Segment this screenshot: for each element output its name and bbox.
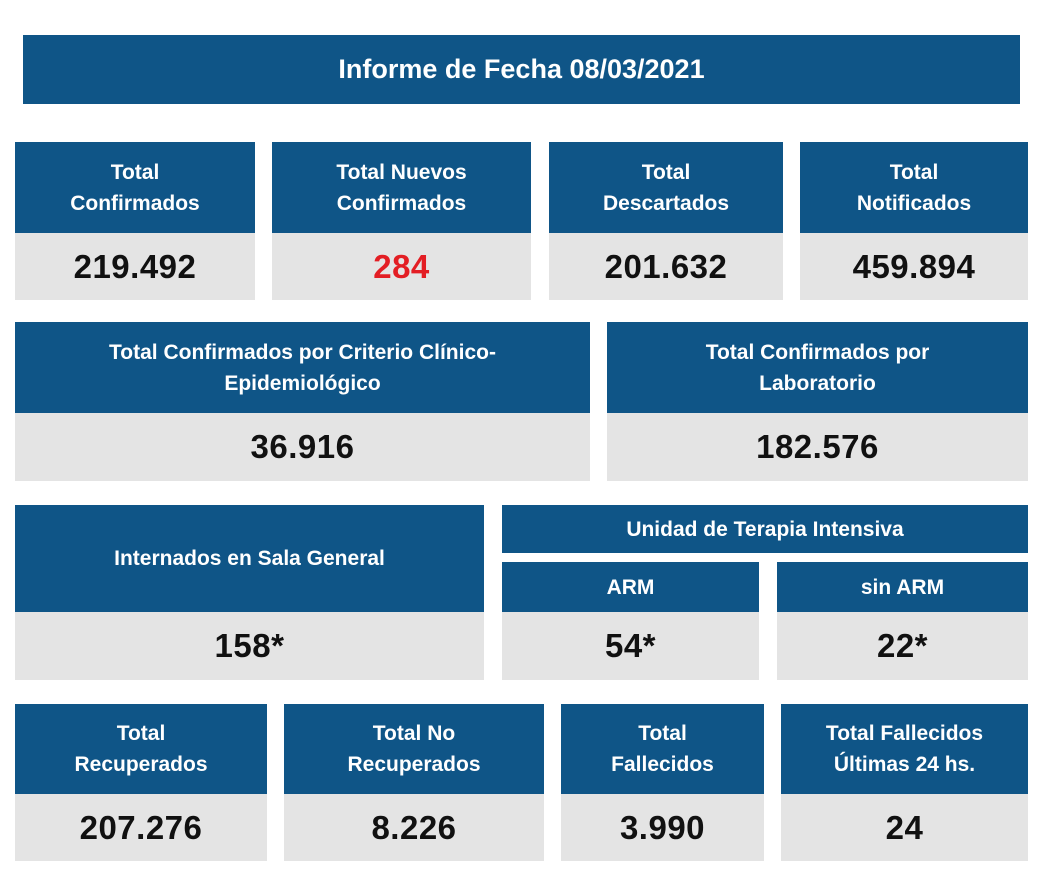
uti-title: Unidad de Terapia Intensiva xyxy=(502,505,1028,553)
card-total-descartados: Total Descartados 201.632 xyxy=(549,142,783,300)
card-value: 158* xyxy=(15,612,484,680)
card-value: 219.492 xyxy=(15,233,255,300)
card-value: 3.990 xyxy=(561,794,764,861)
card-label: sin ARM xyxy=(777,562,1028,612)
card-arm: ARM 54* xyxy=(502,562,759,680)
card-laboratorio: Total Confirmados por Laboratorio 182.57… xyxy=(607,322,1028,481)
card-total-fallecidos: Total Fallecidos 3.990 xyxy=(561,704,764,861)
card-label: Total Nuevos Confirmados xyxy=(272,142,531,233)
card-criterio-clinico: Total Confirmados por Criterio Clínico- … xyxy=(15,322,590,481)
card-label: Total Recuperados xyxy=(15,704,267,794)
card-label: Total Fallecidos xyxy=(561,704,764,794)
card-value: 182.576 xyxy=(607,413,1028,481)
card-value: 201.632 xyxy=(549,233,783,300)
card-total-no-recuperados: Total No Recuperados 8.226 xyxy=(284,704,544,861)
card-value: 207.276 xyxy=(15,794,267,861)
card-label: Total No Recuperados xyxy=(284,704,544,794)
card-label: Total Fallecidos Últimas 24 hs. xyxy=(781,704,1028,794)
uti-header: Unidad de Terapia Intensiva xyxy=(502,505,1028,553)
card-label: Total Confirmados por Criterio Clínico- … xyxy=(15,322,590,413)
card-label: ARM xyxy=(502,562,759,612)
card-total-notificados: Total Notificados 459.894 xyxy=(800,142,1028,300)
card-value: 459.894 xyxy=(800,233,1028,300)
card-value: 24 xyxy=(781,794,1028,861)
card-sin-arm: sin ARM 22* xyxy=(777,562,1028,680)
card-value: 22* xyxy=(777,612,1028,680)
card-total-fallecidos-24hs: Total Fallecidos Últimas 24 hs. 24 xyxy=(781,704,1028,861)
card-sala-general: Internados en Sala General 158* xyxy=(15,505,484,680)
card-value: 54* xyxy=(502,612,759,680)
card-value: 284 xyxy=(272,233,531,300)
card-label: Total Confirmados por Laboratorio xyxy=(607,322,1028,413)
report-title: Informe de Fecha 08/03/2021 xyxy=(23,35,1020,104)
card-total-nuevos-confirmados: Total Nuevos Confirmados 284 xyxy=(272,142,531,300)
card-label: Total Notificados xyxy=(800,142,1028,233)
card-label: Total Descartados xyxy=(549,142,783,233)
card-value: 8.226 xyxy=(284,794,544,861)
card-total-recuperados: Total Recuperados 207.276 xyxy=(15,704,267,861)
card-value: 36.916 xyxy=(15,413,590,481)
card-total-confirmados: Total Confirmados 219.492 xyxy=(15,142,255,300)
card-label: Internados en Sala General xyxy=(15,505,484,612)
card-label: Total Confirmados xyxy=(15,142,255,233)
